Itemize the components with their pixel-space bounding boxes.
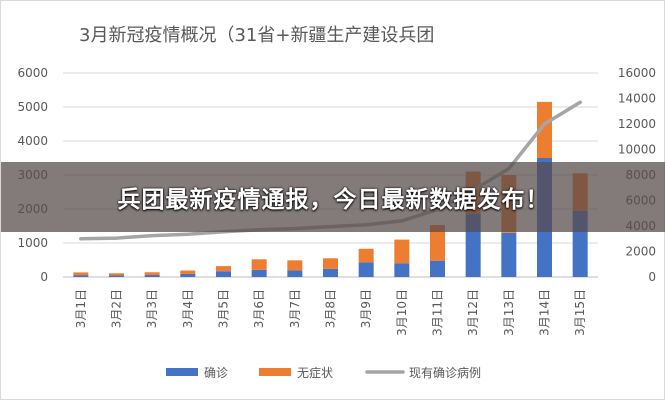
bar-asymptomatic (430, 224, 445, 261)
headline-text: 兵团最新疫情通报，今日最新数据发布！ (117, 187, 550, 213)
x-tick-label: 3月2日 (110, 289, 124, 328)
bar-asymptomatic (287, 260, 303, 271)
x-tick-label: 3月4日 (181, 289, 195, 328)
bar-asymptomatic (537, 101, 552, 158)
y-left-tick-label: 4000 (17, 134, 48, 148)
y-right-tick-label: 12000 (618, 117, 656, 131)
bar-asymptomatic (180, 270, 196, 274)
y-left-tick-label: 5000 (17, 100, 48, 114)
x-tick-label: 3月8日 (324, 289, 338, 328)
legend-label: 无症状 (297, 365, 333, 380)
bar-confirmed (251, 269, 267, 277)
y-right-tick-label: 10000 (618, 143, 656, 157)
bar-confirmed (287, 270, 303, 277)
bar-confirmed (358, 262, 374, 277)
x-tick-label: 3月3日 (145, 289, 159, 328)
x-tick-label: 3月12日 (466, 289, 480, 336)
bar-asymptomatic (323, 258, 338, 269)
bar-confirmed (216, 271, 231, 277)
x-tick-label: 3月13日 (502, 289, 516, 336)
bar-confirmed (430, 260, 445, 277)
legend-label: 现有确诊病例 (409, 365, 481, 380)
legend-swatch (259, 368, 291, 376)
chart-title: 3月新冠疫情概况（31省+新疆生产建设兵团 (79, 25, 434, 46)
x-axis-labels: 3月1日 3月2日 3月3日 3月4日 3月5日 3月6日 3月7日 3月8日 3月9日 3月10… (74, 289, 587, 336)
bar-asymptomatic (216, 266, 231, 272)
y-right-tick-label: 2000 (625, 245, 656, 259)
y-right-tick-label: 16000 (618, 66, 656, 80)
bar-asymptomatic (358, 248, 374, 263)
y-left-tick-label: 1000 (17, 236, 48, 250)
x-tick-label: 3月10日 (395, 289, 409, 336)
x-tick-label: 3月11日 (431, 289, 445, 336)
y-left-tick-label: 0 (40, 270, 48, 284)
y-right-tick-label: 0 (648, 270, 656, 284)
x-tick-label: 3月5日 (217, 289, 231, 328)
bar-confirmed (144, 274, 160, 277)
x-tick-label: 3月1日 (74, 289, 88, 328)
bar-confirmed (394, 263, 410, 277)
x-tick-label: 3月9日 (359, 289, 373, 328)
x-tick-label: 3月14日 (538, 289, 552, 336)
bar-asymptomatic (109, 273, 124, 276)
legend-swatch (166, 368, 198, 376)
bar-confirmed (323, 268, 338, 277)
y-right-tick-label: 14000 (618, 92, 656, 106)
legend: 确诊 无症状 现有确诊病例 (166, 365, 481, 380)
bar-confirmed (73, 275, 89, 277)
bar-confirmed (180, 273, 196, 277)
bar-asymptomatic (251, 259, 267, 270)
y-left-tick-label: 6000 (17, 66, 48, 80)
bar-confirmed (501, 232, 517, 277)
y-axis-right: 0200040006000800010000120001400016000 (618, 66, 656, 284)
bar-asymptomatic (394, 239, 410, 264)
x-tick-label: 3月15日 (573, 289, 587, 336)
legend-label: 确诊 (204, 366, 228, 380)
bar-asymptomatic (73, 272, 89, 276)
bar-confirmed (109, 275, 124, 277)
x-tick-label: 3月7日 (288, 289, 302, 328)
x-tick-label: 3月6日 (252, 289, 266, 328)
headline-banner: 兵团最新疫情通报，今日最新数据发布！ (1, 162, 665, 232)
bar-asymptomatic (144, 272, 160, 275)
